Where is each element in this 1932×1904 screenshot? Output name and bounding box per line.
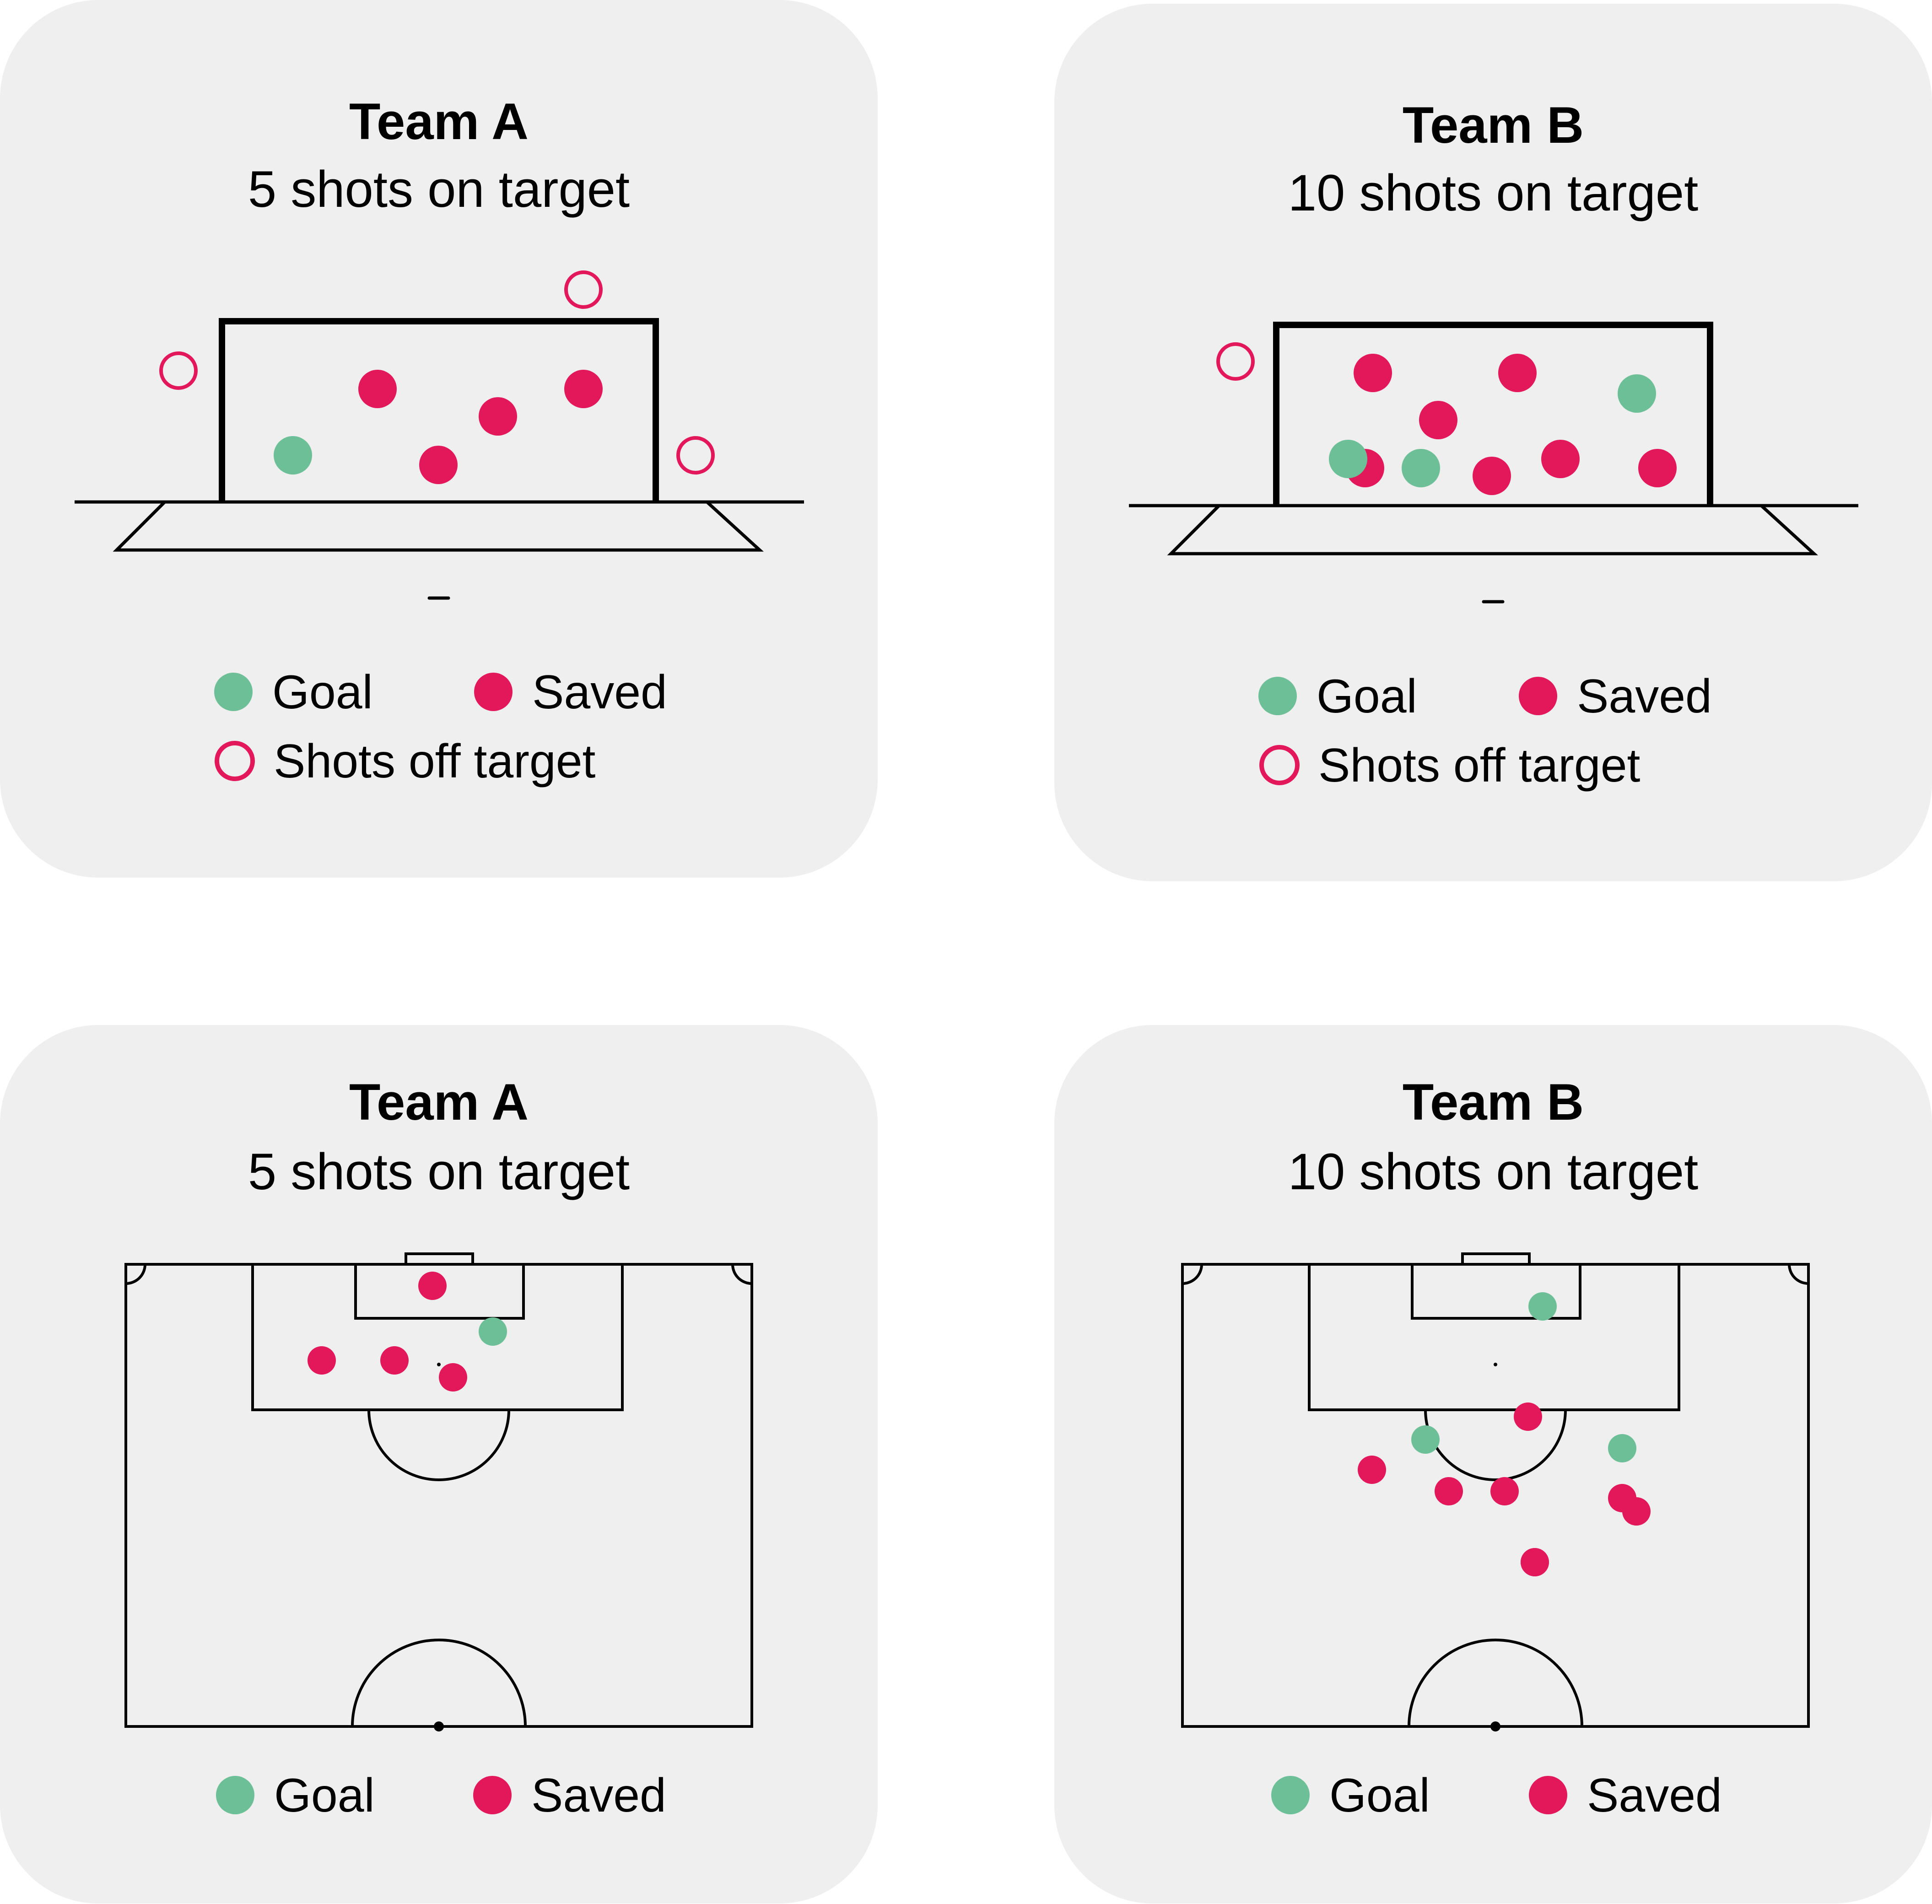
saved-shot-marker xyxy=(1541,440,1580,478)
legend-goal-label: Goal xyxy=(274,1769,375,1822)
pitch-outline xyxy=(124,1263,753,1728)
goal-shot-marker xyxy=(274,436,312,475)
panel-team-a-goal xyxy=(0,0,878,878)
saved-shot-marker xyxy=(418,1272,447,1300)
saved-shot-marker xyxy=(439,1363,467,1392)
penalty-spot xyxy=(1494,1363,1497,1366)
saved-shot-marker xyxy=(564,370,603,408)
goal-shot-marker xyxy=(1411,1425,1440,1454)
corner-arc xyxy=(1182,1264,1203,1285)
saved-swatch xyxy=(1529,1776,1567,1814)
centre-circle xyxy=(351,1639,527,1727)
six-yard-box xyxy=(1167,504,1819,556)
legend-goal-label: Goal xyxy=(1317,670,1417,723)
penalty-arc xyxy=(367,1409,510,1481)
shot-markers xyxy=(1216,342,1677,495)
goal-shot-marker xyxy=(1618,374,1656,413)
legend-goal-label: Goal xyxy=(272,666,373,719)
legend-saved-label: Saved xyxy=(532,666,667,719)
off-target-shot-marker xyxy=(564,270,603,309)
saved-swatch xyxy=(474,673,513,711)
off-target-swatch xyxy=(215,741,255,781)
corner-arc xyxy=(1788,1264,1809,1285)
saved-shot-marker xyxy=(1521,1548,1549,1576)
saved-swatch xyxy=(1519,677,1557,715)
legend-off-target-label: Shots off target xyxy=(1318,739,1641,792)
shot-markers xyxy=(159,270,715,484)
legend-saved-label: Saved xyxy=(1587,1769,1722,1822)
panel-title: Team A xyxy=(349,1073,529,1131)
saved-shot-marker xyxy=(1622,1497,1651,1526)
goal-shot-marker xyxy=(1528,1292,1557,1321)
panel-title: Team B xyxy=(1402,97,1584,154)
off-target-shot-marker xyxy=(159,351,198,390)
legend: Goal Saved Shots off target xyxy=(1258,670,1712,792)
saved-shot-marker xyxy=(479,397,517,436)
goal-posts xyxy=(1273,322,1713,506)
centre-circle xyxy=(1408,1639,1583,1727)
goal-frame xyxy=(75,318,804,600)
centre-spot xyxy=(1490,1721,1500,1731)
saved-shot-marker xyxy=(1435,1477,1463,1505)
goal-posts xyxy=(219,318,659,502)
off-target-swatch xyxy=(1259,745,1300,785)
panel-team-a-pitch xyxy=(0,1025,878,1904)
legend: Goal Saved xyxy=(216,1769,666,1822)
panel-team-b-goal xyxy=(1054,4,1932,881)
saved-shot-marker xyxy=(419,446,458,484)
saved-shot-marker xyxy=(1473,457,1511,495)
saved-shot-marker xyxy=(380,1346,409,1375)
off-target-shot-marker xyxy=(1216,342,1255,381)
goal xyxy=(1461,1252,1531,1266)
penalty-spot xyxy=(437,1363,441,1366)
goal-frame xyxy=(1129,322,1858,604)
panel-team-b-pitch xyxy=(1054,1025,1932,1904)
goal-swatch xyxy=(1258,677,1297,715)
goal-shot-marker xyxy=(479,1317,507,1346)
shot-markers xyxy=(308,1272,507,1392)
penalty-arc xyxy=(1424,1409,1567,1481)
panel-subtitle: 10 shots on target xyxy=(1288,164,1699,221)
six-yard-box xyxy=(113,500,764,552)
saved-shot-marker xyxy=(1490,1477,1519,1505)
goal-shot-marker xyxy=(1402,449,1440,487)
legend-off-target-label: Shots off target xyxy=(274,735,596,788)
off-target-shot-marker xyxy=(676,436,715,475)
goal-swatch xyxy=(214,673,253,711)
goal-shot-marker xyxy=(1329,440,1367,478)
saved-shot-marker xyxy=(1498,354,1537,392)
panel-subtitle: 5 shots on target xyxy=(248,161,630,218)
penalty-area xyxy=(1308,1263,1680,1411)
legend-saved-label: Saved xyxy=(1577,670,1712,723)
half-pitch xyxy=(124,1252,753,1728)
saved-shot-marker xyxy=(1419,401,1457,439)
goal xyxy=(405,1252,474,1266)
saved-swatch xyxy=(473,1776,512,1814)
legend: Goal Saved Shots off target xyxy=(214,666,667,788)
corner-arc xyxy=(731,1264,752,1285)
saved-shot-marker xyxy=(358,370,397,408)
goal-swatch xyxy=(1271,1776,1310,1814)
goal-shot-marker xyxy=(1608,1434,1636,1462)
shot-markers xyxy=(1358,1292,1651,1576)
saved-shot-marker xyxy=(1358,1456,1386,1484)
legend: Goal Saved xyxy=(1271,1769,1722,1822)
saved-shot-marker xyxy=(1514,1402,1542,1431)
saved-shot-marker xyxy=(1354,354,1392,392)
legend-saved-label: Saved xyxy=(531,1769,666,1822)
panel-title: Team A xyxy=(349,93,529,150)
corner-arc xyxy=(125,1264,146,1285)
panel-title: Team B xyxy=(1402,1073,1584,1131)
saved-shot-marker xyxy=(1638,449,1677,487)
goal-swatch xyxy=(216,1776,254,1814)
saved-shot-marker xyxy=(308,1346,336,1375)
centre-spot xyxy=(434,1721,444,1731)
legend-goal-label: Goal xyxy=(1329,1769,1430,1822)
panel-subtitle: 10 shots on target xyxy=(1288,1143,1699,1200)
panel-subtitle: 5 shots on target xyxy=(248,1143,630,1200)
